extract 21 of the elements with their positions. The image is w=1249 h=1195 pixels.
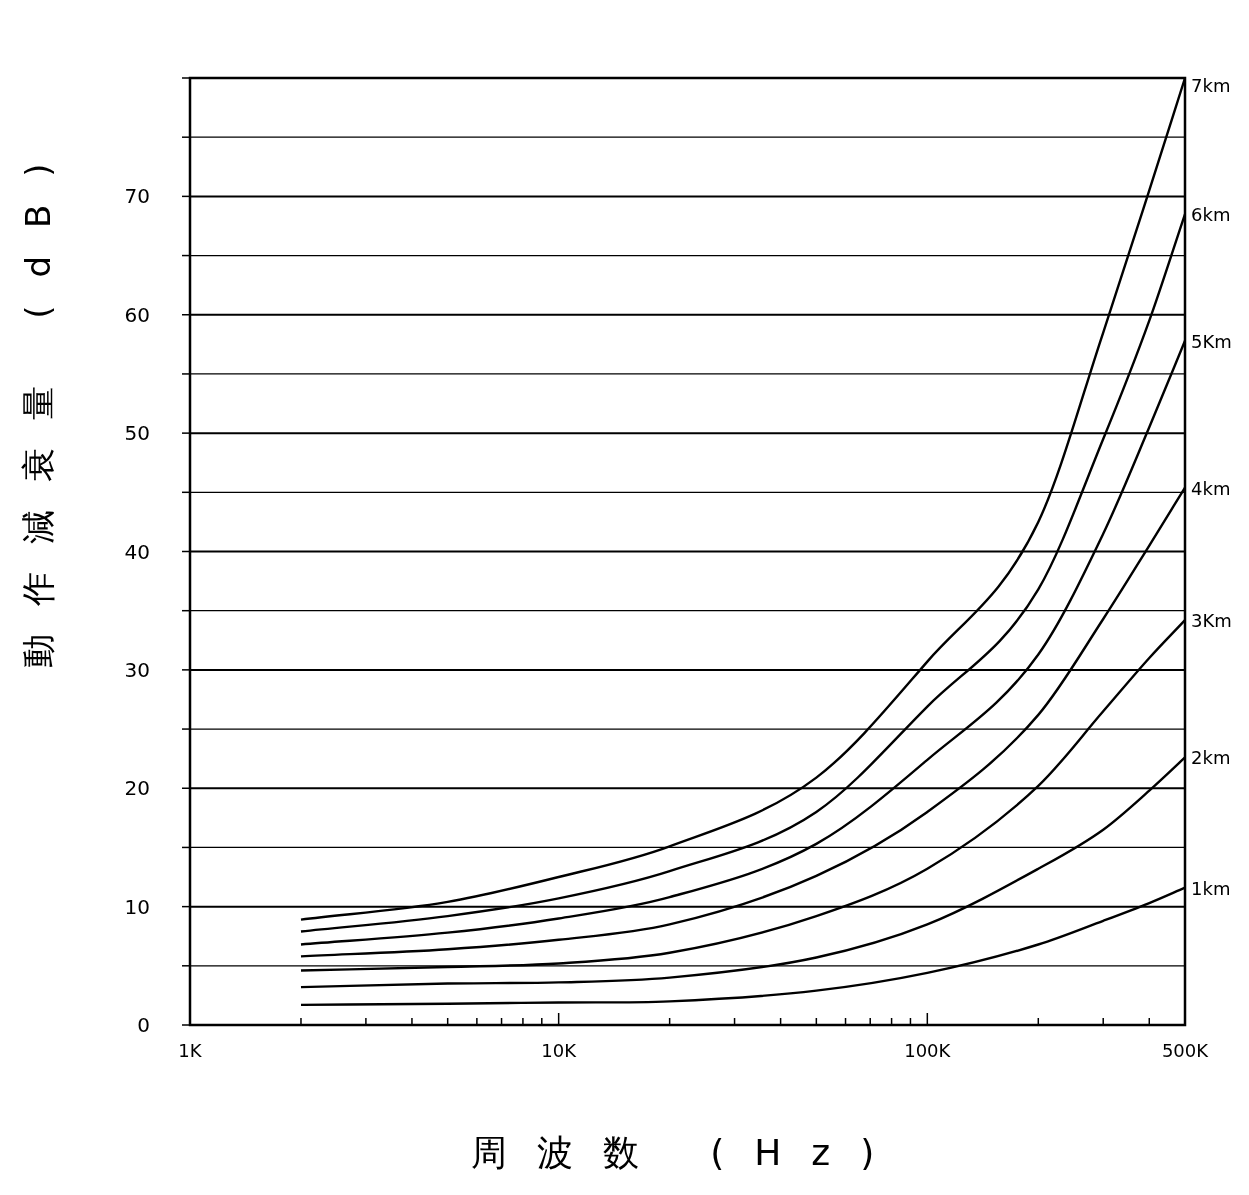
y-axis-title: 動作減衰量 (dB) [18, 135, 58, 668]
y-tick-label: 20 [124, 776, 150, 801]
y-tick-label: 70 [124, 184, 150, 209]
series-label: 2km [1191, 747, 1231, 769]
series-label: 6km [1191, 204, 1231, 226]
y-tick-label: 60 [124, 302, 150, 327]
y-tick-label: 50 [124, 421, 150, 446]
y-tick-label: 40 [124, 539, 150, 564]
x-tick-label: 1K [178, 1040, 203, 1061]
series-label: 7km [1191, 75, 1231, 96]
series-label: 5Km [1191, 330, 1232, 352]
x-tick-label: 10K [541, 1040, 578, 1061]
series-label: 4km [1191, 477, 1231, 499]
series-label: 1km [1191, 877, 1231, 899]
x-tick-label: 100K [904, 1040, 952, 1061]
series-label: 3Km [1191, 610, 1232, 632]
y-tick-label: 30 [124, 657, 150, 682]
x-tick-label: 500K [1161, 1040, 1210, 1061]
y-tick-label: 10 [124, 894, 150, 919]
y-tick-label: 0 [137, 1013, 150, 1037]
x-axis-title: 周波数 (Hz) [470, 1132, 905, 1173]
